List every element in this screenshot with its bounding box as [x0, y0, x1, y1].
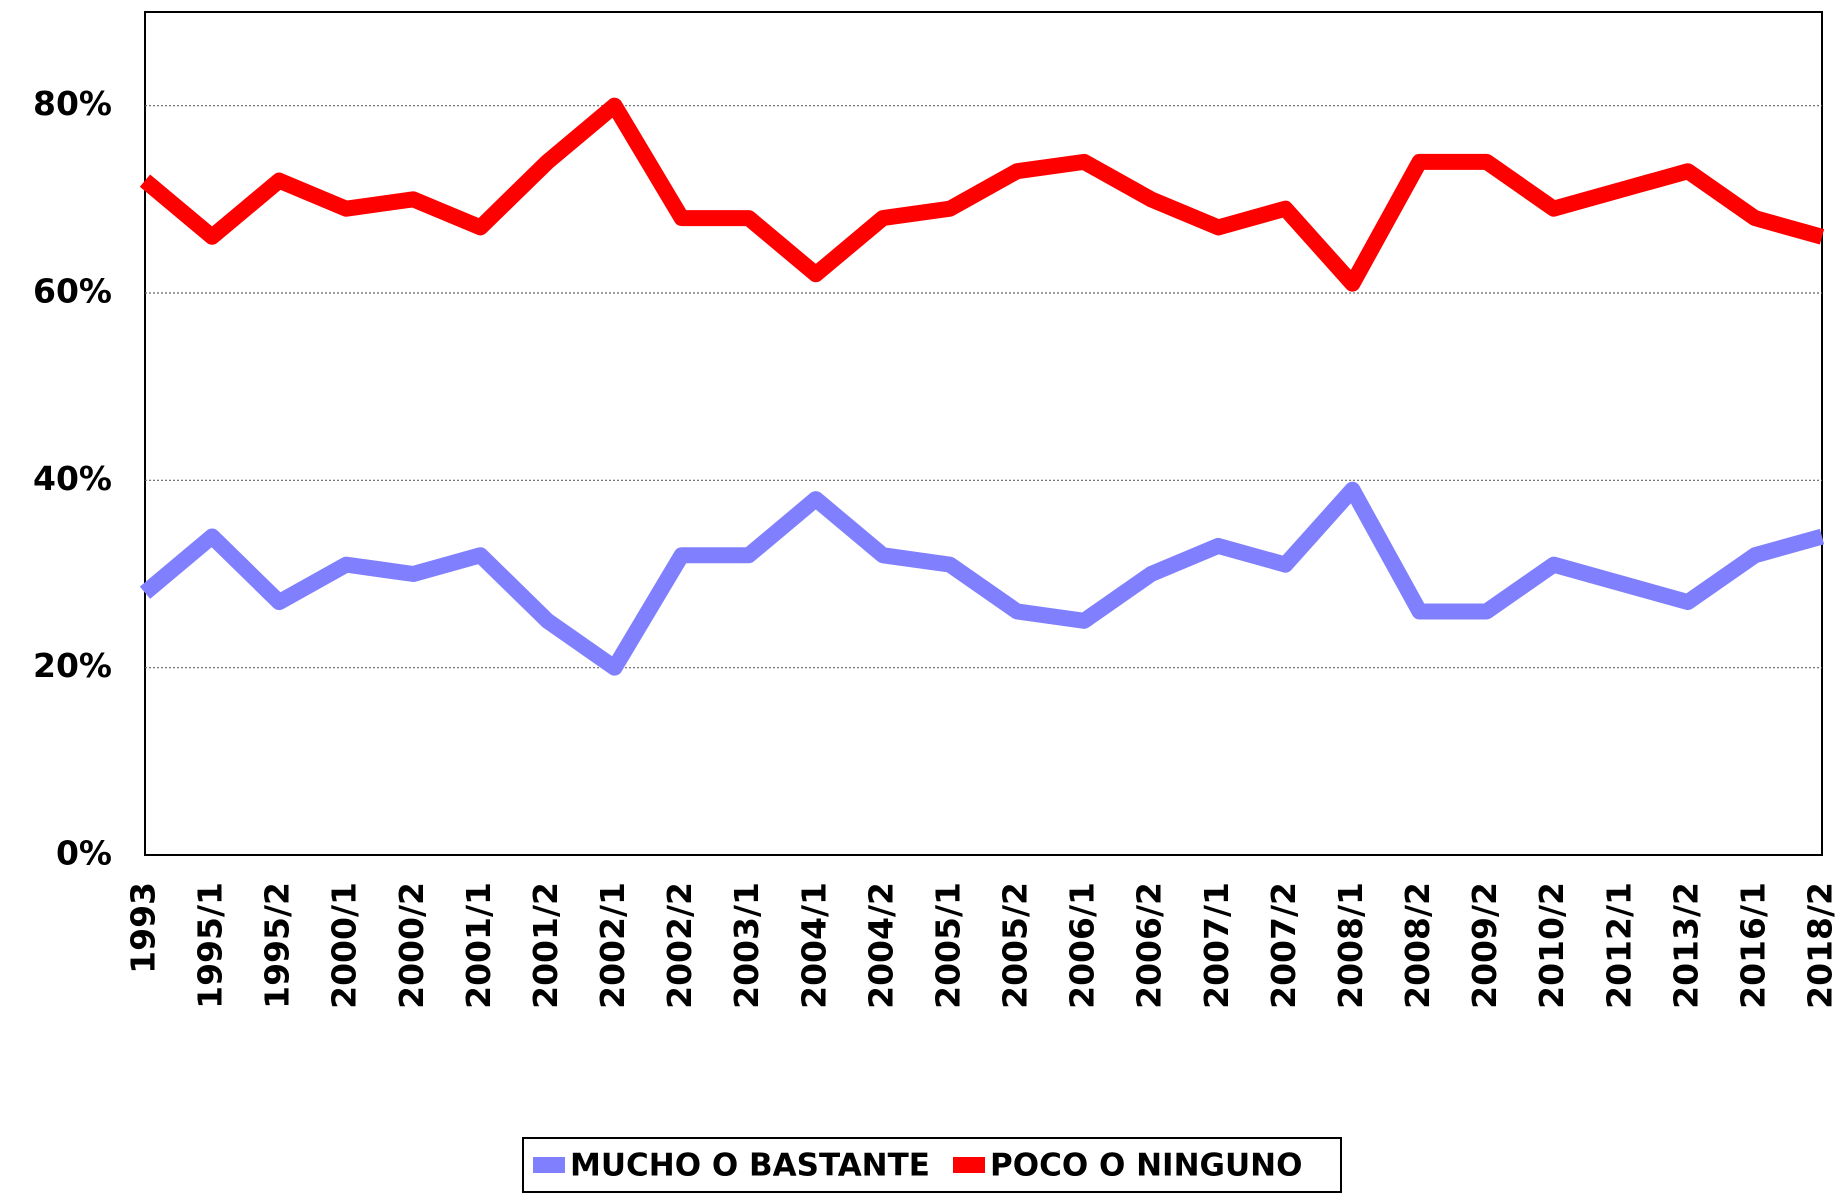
x-tick-label: 1995/1	[191, 882, 230, 1009]
x-tick-label: 2007/2	[1264, 882, 1303, 1009]
x-tick-label: 2000/1	[325, 882, 364, 1009]
x-tick-label: 2004/2	[861, 882, 900, 1009]
y-tick-label: 40%	[33, 459, 112, 498]
plot-area	[144, 11, 1823, 856]
x-tick-label: 2016/1	[1733, 882, 1772, 1009]
x-tick-label: 2003/1	[727, 882, 766, 1009]
legend-swatch	[533, 1157, 565, 1173]
y-tick-label: 80%	[33, 84, 112, 123]
x-tick-label: 2018/2	[1801, 882, 1840, 1009]
y-tick-label: 0%	[56, 834, 112, 873]
x-tick-label: 2001/1	[459, 882, 498, 1009]
series-line	[139, 97, 1825, 292]
x-tick-label: 2002/1	[593, 882, 632, 1009]
x-tick-label: 2001/2	[526, 882, 565, 1009]
x-tick-label: 1995/2	[258, 882, 297, 1009]
x-tick-label: 2010/2	[1532, 882, 1571, 1009]
x-tick-label: 2008/2	[1398, 882, 1437, 1009]
x-tick-label: 2005/1	[928, 882, 967, 1009]
x-tick-label: 2002/2	[660, 882, 699, 1009]
x-tick-label: 2012/1	[1599, 882, 1638, 1009]
y-tick-label: 20%	[33, 646, 112, 685]
x-tick-label: 2005/2	[996, 882, 1035, 1009]
x-tick-label: 1993	[124, 882, 163, 974]
x-tick-label: 2008/1	[1331, 882, 1370, 1009]
x-tick-label: 2000/2	[392, 882, 431, 1009]
legend-swatch	[953, 1157, 985, 1173]
x-tick-label: 2013/2	[1666, 882, 1705, 1009]
legend-box	[522, 1137, 1342, 1193]
y-tick-label: 60%	[33, 272, 112, 311]
x-tick-label: 2004/1	[794, 882, 833, 1009]
series-line	[139, 481, 1825, 676]
legend-label: POCO O NINGUNO	[990, 1148, 1302, 1184]
legend-label: MUCHO O BASTANTE	[570, 1148, 930, 1184]
x-tick-label: 2006/2	[1130, 882, 1169, 1009]
x-tick-label: 2007/1	[1197, 882, 1236, 1009]
x-tick-label: 2006/1	[1063, 882, 1102, 1009]
x-tick-label: 2009/2	[1465, 882, 1504, 1009]
